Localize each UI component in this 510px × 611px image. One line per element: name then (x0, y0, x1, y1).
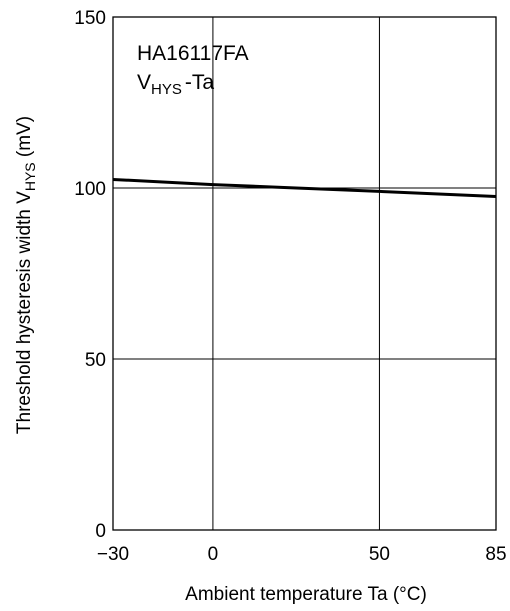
plot-frame (112, 16, 497, 531)
annotation-title: HA16117FA (137, 42, 249, 65)
x-tick-label: 0 (208, 544, 219, 565)
y-tick-label: 150 (74, 8, 106, 29)
x-tick-label: 85 (485, 544, 506, 565)
series-line (112, 177, 497, 199)
y-tick-label: 0 (95, 521, 106, 542)
grid (113, 17, 496, 530)
x-axis-label: Ambient temperature Ta (°C) (185, 584, 427, 605)
x-tick-label: −30 (97, 544, 129, 565)
y-tick-label: 100 (74, 179, 106, 200)
annotation-subtitle: VHYS -Ta (137, 71, 214, 98)
y-axis-label: Threshold hysteresis width VHYS (mV) (14, 116, 38, 434)
series-layer (112, 177, 497, 199)
y-tick-label: 50 (85, 350, 106, 371)
x-tick-label: 50 (369, 544, 390, 565)
